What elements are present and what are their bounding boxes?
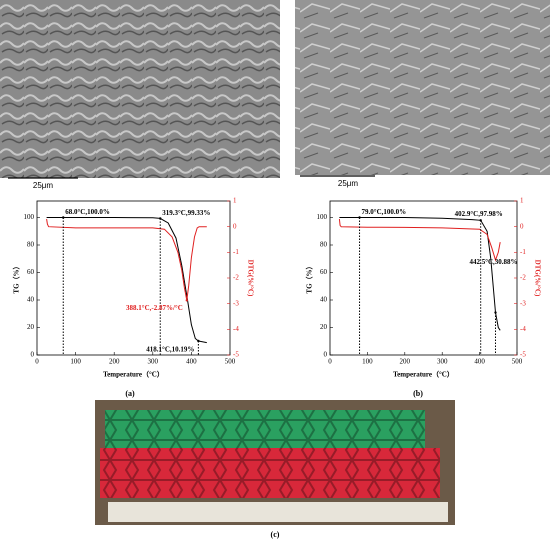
annotation-point bbox=[358, 216, 361, 219]
y2-tick-label: -3 bbox=[520, 299, 526, 307]
sem-image-b bbox=[295, 0, 550, 175]
annotation-point bbox=[159, 217, 162, 220]
y2-tick-label: 1 bbox=[233, 197, 237, 205]
y-tick-label: 40 bbox=[320, 296, 328, 304]
y2-tick-label: -5 bbox=[233, 351, 239, 359]
x-tick-label: 500 bbox=[225, 358, 236, 366]
y-tick-label: 100 bbox=[317, 213, 328, 221]
panel-label: (c) bbox=[271, 530, 280, 539]
x-tick-label: 100 bbox=[70, 358, 81, 366]
x-tick-label: 300 bbox=[437, 358, 448, 366]
scale-label: 25μm bbox=[33, 181, 54, 190]
x-axis-title: Temperature（°C） bbox=[103, 371, 164, 379]
y-axis-title: TG（%） bbox=[306, 262, 314, 293]
y2-tick-label: -2 bbox=[233, 274, 239, 282]
x-tick-label: 400 bbox=[186, 358, 197, 366]
plot-frame bbox=[329, 200, 518, 356]
x-tick-label: 200 bbox=[109, 358, 120, 366]
scale-label: 25μm bbox=[338, 179, 359, 188]
y2-tick-label: 1 bbox=[520, 197, 524, 205]
annotation: 319.3°C,99.33% bbox=[162, 209, 210, 217]
y2-tick-label: 0 bbox=[233, 222, 237, 230]
annotation-point bbox=[185, 299, 189, 302]
y-tick-label: 20 bbox=[27, 323, 35, 331]
y2-tick-label: -5 bbox=[520, 351, 526, 359]
y-tick-label: 80 bbox=[27, 241, 35, 249]
x-tick-label: 0 bbox=[35, 358, 39, 366]
y2-tick-label: -4 bbox=[233, 325, 239, 333]
data-line bbox=[339, 217, 501, 331]
y-tick-label: 100 bbox=[24, 213, 35, 221]
data-line bbox=[338, 218, 501, 262]
y-tick-label: 20 bbox=[320, 323, 328, 331]
y-tick-label: 40 bbox=[27, 296, 35, 304]
y-tick-label: 60 bbox=[27, 268, 35, 276]
annotation: 79.0°C,100.0% bbox=[362, 208, 407, 216]
y2-tick-label: -2 bbox=[520, 274, 526, 282]
y2-tick-label: -4 bbox=[520, 325, 526, 333]
x-axis-title: Temperature（°C） bbox=[393, 371, 454, 379]
annotation: 68.0°C,100.0% bbox=[65, 208, 110, 216]
y2-tick-label: -1 bbox=[520, 248, 526, 256]
y2-tick-label: -3 bbox=[233, 299, 239, 307]
annotation-point bbox=[494, 311, 497, 314]
y-tick-label: 0 bbox=[31, 351, 35, 359]
x-tick-label: 500 bbox=[512, 358, 523, 366]
x-tick-label: 200 bbox=[400, 358, 411, 366]
annotation-point bbox=[197, 339, 200, 343]
y2-tick-label: -1 bbox=[233, 248, 239, 256]
y2-axis-title: DTG(%/°C) bbox=[246, 260, 254, 297]
annotation-point bbox=[62, 216, 65, 219]
y2-axis-title: DTG(%/°C) bbox=[533, 260, 541, 297]
sem-image-a bbox=[0, 0, 280, 178]
panel-label: (a) bbox=[125, 389, 135, 398]
x-tick-label: 400 bbox=[474, 358, 485, 366]
x-tick-label: 300 bbox=[148, 358, 159, 366]
plot-frame bbox=[36, 200, 231, 356]
annotation: 402.9°C,97.98% bbox=[455, 210, 503, 218]
x-tick-label: 0 bbox=[328, 358, 332, 366]
x-tick-label: 100 bbox=[362, 358, 373, 366]
y-tick-label: 60 bbox=[320, 268, 328, 276]
annotation-point bbox=[479, 219, 482, 222]
annotation: 442.5°C,30.88% bbox=[469, 258, 517, 266]
annotation: 388.1°C,-2.87%/°C bbox=[126, 304, 183, 312]
photo bbox=[95, 400, 455, 525]
panel-label: (b) bbox=[413, 389, 423, 398]
annotation: 418.1°C,10.19% bbox=[146, 346, 194, 354]
y-tick-label: 80 bbox=[320, 241, 328, 249]
y-tick-label: 0 bbox=[324, 351, 328, 359]
data-line bbox=[46, 218, 207, 301]
y2-tick-label: 0 bbox=[520, 222, 524, 230]
y-axis-title: TG（%） bbox=[13, 262, 21, 293]
